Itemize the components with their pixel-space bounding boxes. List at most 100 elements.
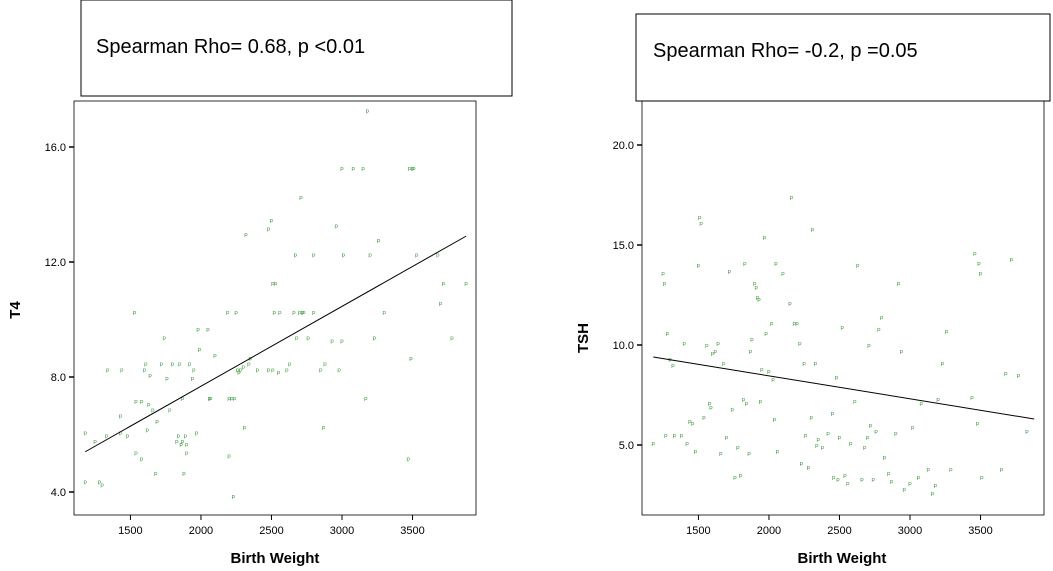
data-point-t4: ᵖ [175, 439, 179, 449]
x-tick-label-t4: 2500 [259, 525, 283, 537]
data-point-tsh: ᵖ [756, 295, 760, 305]
data-point-tsh: ᵖ [867, 343, 871, 353]
data-point-tsh: ᵖ [809, 415, 813, 425]
data-point-tsh: ᵖ [826, 431, 830, 441]
data-point-tsh: ᵖ [979, 271, 983, 281]
data-point-t4: ᵖ [206, 327, 210, 337]
y-tick-label-tsh: 5.0 [619, 440, 634, 452]
data-point-tsh: ᵖ [673, 433, 677, 443]
data-point-tsh: ᵖ [853, 399, 857, 409]
data-point-tsh: ᵖ [688, 419, 692, 429]
data-point-tsh: ᵖ [908, 481, 912, 491]
data-point-t4: ᵖ [301, 310, 305, 320]
data-point-tsh: ᵖ [694, 449, 698, 459]
data-point-tsh: ᵖ [767, 369, 771, 379]
data-point-tsh: ᵖ [799, 461, 803, 471]
data-point-t4: ᵖ [227, 396, 231, 406]
data-point-tsh: ᵖ [798, 341, 802, 351]
data-point-t4: ᵖ [365, 109, 369, 119]
data-point-t4: ᵖ [340, 339, 344, 349]
data-point-t4: ᵖ [181, 396, 185, 406]
data-point-tsh: ᵖ [811, 227, 815, 237]
data-point-tsh: ᵖ [856, 263, 860, 273]
data-point-t4: ᵖ [185, 451, 189, 461]
x-tick-label-tsh: 1500 [686, 525, 710, 537]
data-point-tsh: ᵖ [728, 269, 732, 279]
data-point-tsh: ᵖ [890, 479, 894, 489]
data-point-t4: ᵖ [368, 252, 372, 262]
data-point-t4: ᵖ [271, 367, 275, 377]
x-tick-label-tsh: 2500 [827, 525, 851, 537]
data-point-tsh: ᵖ [725, 435, 729, 445]
y-tick-label-tsh: 10.0 [613, 340, 634, 352]
data-point-t4: ᵖ [351, 166, 355, 176]
data-point-t4: ᵖ [145, 428, 149, 438]
y-axis-label-t4: T4 [7, 301, 24, 319]
data-point-t4: ᵖ [237, 370, 241, 380]
fit-line-tsh [653, 356, 1035, 420]
data-point-t4: ᵖ [306, 336, 310, 346]
data-point-tsh: ᵖ [749, 349, 753, 359]
data-point-t4: ᵖ [226, 310, 230, 320]
data-point-t4: ᵖ [140, 399, 144, 409]
data-point-t4: ᵖ [179, 442, 183, 452]
data-point-t4: ᵖ [231, 494, 235, 504]
data-point-tsh: ᵖ [894, 431, 898, 441]
data-point-tsh: ᵖ [754, 285, 758, 295]
annotation-text-tsh: Spearman Rho= -0.2, p =0.05 [653, 40, 918, 62]
data-point-t4: ᵖ [181, 439, 185, 449]
data-point-t4: ᵖ [274, 281, 278, 291]
x-axis-label-t4: Birth Weight [231, 550, 320, 567]
regression-line-t4 [85, 235, 467, 453]
data-point-tsh: ᵖ [711, 351, 715, 361]
x-axis-label-tsh: Birth Weight [798, 550, 887, 567]
data-point-t4: ᵖ [144, 362, 148, 372]
data-point-t4: ᵖ [382, 310, 386, 320]
data-point-tsh: ᵖ [774, 261, 778, 271]
data-point-t4: ᵖ [178, 362, 182, 372]
data-point-t4: ᵖ [377, 238, 381, 248]
data-point-tsh: ᵖ [788, 301, 792, 311]
data-point-t4: ᵖ [285, 367, 289, 377]
data-point-t4: ᵖ [334, 224, 338, 234]
data-point-tsh: ᵖ [887, 471, 891, 481]
data-point-tsh: ᵖ [753, 281, 757, 291]
data-point-t4: ᵖ [294, 252, 298, 262]
data-point-t4: ᵖ [165, 376, 169, 386]
data-point-t4: ᵖ [105, 433, 109, 443]
data-point-t4: ᵖ [134, 451, 138, 461]
data-point-t4: ᵖ [277, 370, 281, 380]
data-point-t4: ᵖ [247, 362, 251, 372]
fit-line-t4 [85, 235, 467, 453]
data-point-tsh: ᵖ [651, 441, 655, 451]
data-point-tsh: ᵖ [970, 395, 974, 405]
data-point-t4: ᵖ [364, 396, 368, 406]
data-point-t4: ᵖ [207, 396, 211, 406]
data-point-t4: ᵖ [323, 362, 327, 372]
data-point-t4: ᵖ [406, 456, 410, 466]
data-point-tsh: ᵖ [691, 421, 695, 431]
data-point-tsh: ᵖ [757, 297, 761, 307]
data-point-tsh: ᵖ [832, 475, 836, 485]
data-point-t4: ᵖ [319, 367, 323, 377]
data-point-tsh: ᵖ [733, 475, 737, 485]
data-point-tsh: ᵖ [682, 341, 686, 351]
data-point-tsh: ᵖ [973, 251, 977, 261]
data-point-tsh: ᵖ [795, 321, 799, 331]
data-point-tsh: ᵖ [933, 483, 937, 493]
data-point-t4: ᵖ [168, 408, 172, 418]
data-point-t4: ᵖ [188, 362, 192, 372]
data-point-tsh: ᵖ [866, 435, 870, 445]
data-point-tsh: ᵖ [949, 467, 953, 477]
data-point-t4: ᵖ [267, 367, 271, 377]
data-point-tsh: ᵖ [883, 455, 887, 465]
data-point-tsh: ᵖ [705, 343, 709, 353]
chart-tsh: ᵖ ᵖ ᵖ ᵖ ᵖ ᵖ ᵖ ᵖ ᵖ ᵖ ᵖ ᵖ ᵖ ᵖ ᵖ ᵖ ᵖ ᵖ ᵖ ᵖ ᵖ ᵖ ᵖ ᵖ ᵖ ᵖ ᵖ ᵖ ᵖ ᵖ ᵖ ᵖ ᵖ ᵖ ᵖ ᵖ ᵖ ᵖ ᵖ ᵖ… [575, 13, 1051, 567]
data-point-tsh: ᵖ [763, 235, 767, 245]
y-tick-label-tsh: 15.0 [613, 240, 634, 252]
data-point-tsh: ᵖ [698, 215, 702, 225]
data-point-tsh: ᵖ [739, 473, 743, 483]
data-point-t4: ᵖ [119, 431, 123, 441]
x-tick-label-t4: 3500 [400, 525, 424, 537]
